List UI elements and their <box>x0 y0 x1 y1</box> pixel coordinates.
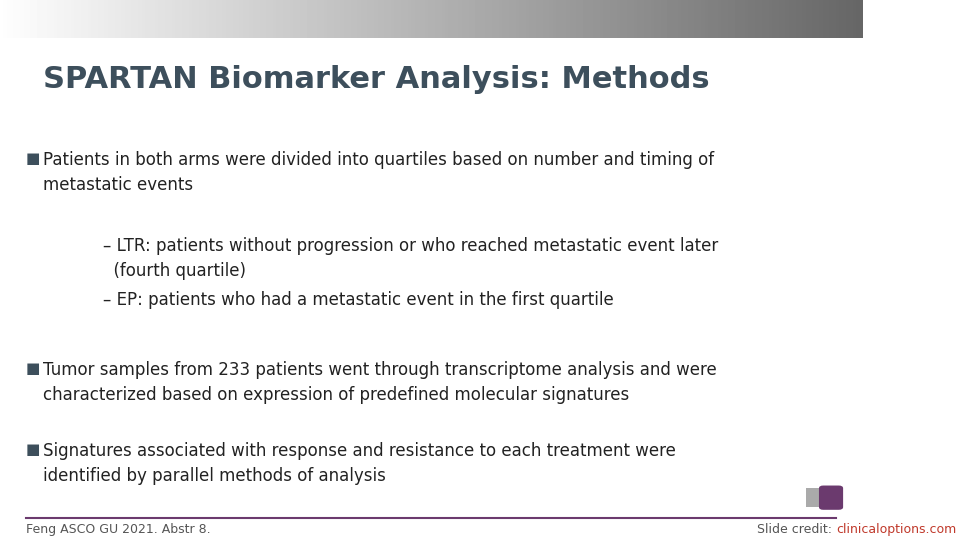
Text: clinicaloptions.com: clinicaloptions.com <box>836 523 956 536</box>
Text: Signatures associated with response and resistance to each treatment were
identi: Signatures associated with response and … <box>43 442 676 485</box>
Text: Patients in both arms were divided into quartiles based on number and timing of
: Patients in both arms were divided into … <box>43 151 714 194</box>
Text: Tumor samples from 233 patients went through transcriptome analysis and were
cha: Tumor samples from 233 patients went thr… <box>43 361 717 404</box>
FancyBboxPatch shape <box>806 488 822 507</box>
Text: Feng ASCO GU 2021. Abstr 8.: Feng ASCO GU 2021. Abstr 8. <box>26 523 210 536</box>
Text: – LTR: patients without progression or who reached metastatic event later
  (fou: – LTR: patients without progression or w… <box>104 238 719 280</box>
Text: – EP: patients who had a metastatic event in the first quartile: – EP: patients who had a metastatic even… <box>104 291 614 309</box>
Text: ■: ■ <box>26 361 40 376</box>
FancyBboxPatch shape <box>819 485 843 510</box>
Text: SPARTAN Biomarker Analysis: Methods: SPARTAN Biomarker Analysis: Methods <box>43 65 709 94</box>
Text: ■: ■ <box>26 151 40 166</box>
Text: Slide credit:: Slide credit: <box>757 523 836 536</box>
Text: ■: ■ <box>26 442 40 457</box>
